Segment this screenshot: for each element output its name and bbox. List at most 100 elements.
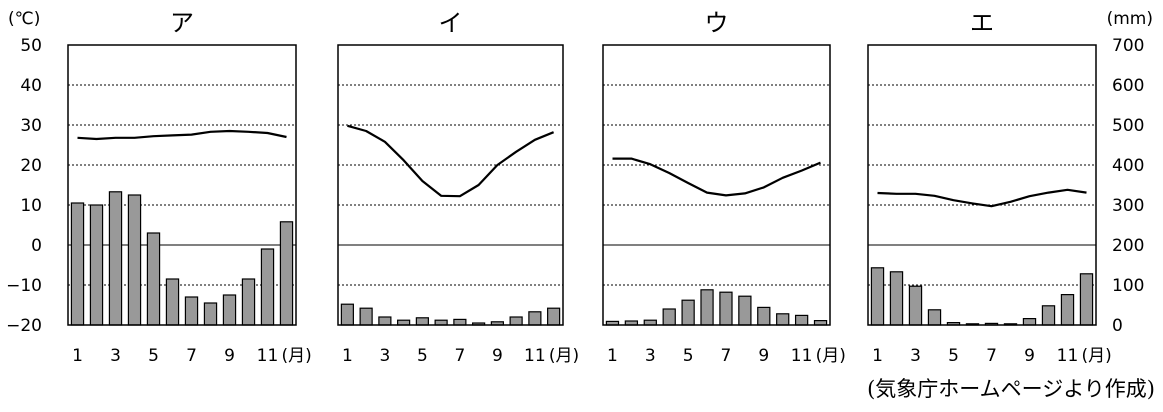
temp-tick-label: −20 — [6, 316, 42, 336]
climate-panels: ア1 3 5 7 9 11 (月)イ1 3 5 7 9 11 (月)ウ1 3 5 7 9 11 (月)エ1 3 5 7 9 1… — [67, 9, 1112, 366]
precipitation-bar — [509, 316, 523, 326]
month-tick-label: 9 — [224, 346, 235, 366]
month-tick-label: 1 — [607, 346, 618, 366]
precip-tick-label: 500 — [1112, 116, 1144, 136]
month-tick-label: 1 — [872, 346, 883, 366]
precipitation-bar — [260, 248, 275, 326]
precipitation-bar — [870, 267, 885, 326]
month-tick-label: 11 — [791, 346, 813, 366]
precipitation-bar — [146, 232, 161, 326]
month-tick-label: 11 — [524, 346, 546, 366]
panel-title: エ — [970, 9, 994, 37]
climate-panel: エ 1 3 5 7 9 11 (月) — [867, 9, 1112, 366]
month-tick-label: 7 — [186, 346, 197, 366]
precipitation-bar — [1022, 318, 1037, 326]
month-tick-label: 3 — [110, 346, 121, 366]
precipitation-bar — [359, 307, 373, 326]
precip-tick-label: 600 — [1112, 76, 1144, 96]
precipitation-bar — [203, 302, 218, 326]
temperature-line — [77, 129, 287, 141]
precipitation-bar — [415, 317, 429, 326]
month-tick-label: 5 — [948, 346, 959, 366]
precipitation-axis: 700 600 500 400 300 200 100 0 — [1112, 36, 1144, 336]
month-tick-label: 9 — [492, 346, 503, 366]
month-tick-label: 11 — [1057, 346, 1079, 366]
climate-panel: イ 1 3 5 7 9 11 (月) — [337, 9, 579, 366]
month-tick-label: 7 — [986, 346, 997, 366]
temp-tick-label: −10 — [6, 276, 42, 296]
precip-tick-label: 0 — [1112, 316, 1123, 336]
temp-tick-label: 30 — [20, 116, 42, 136]
temp-tick-label: 0 — [31, 236, 42, 256]
precipitation-bar — [222, 294, 237, 326]
precipitation-bar — [89, 204, 104, 326]
precipitation-bar — [453, 318, 467, 326]
precipitation-bar — [1041, 305, 1056, 326]
temperature-line — [612, 157, 821, 197]
precipitation-bar — [757, 306, 771, 326]
temperature-line — [877, 188, 1087, 208]
source-note: (気象庁ホームページより作成) — [867, 377, 1155, 401]
month-tick-label: 9 — [758, 346, 769, 366]
temperature-unit-label: (℃) — [8, 9, 40, 29]
precipitation-bar — [681, 299, 695, 326]
temp-tick-label: 40 — [20, 76, 42, 96]
month-unit-label: (月) — [549, 346, 579, 366]
precipitation-bar — [547, 307, 561, 326]
precip-tick-label: 200 — [1112, 236, 1144, 256]
precipitation-bar — [108, 191, 123, 326]
month-tick-label: 5 — [148, 346, 159, 366]
precipitation-bar — [70, 202, 85, 326]
precip-tick-label: 100 — [1112, 276, 1144, 296]
month-unit-label: (月) — [1082, 346, 1112, 366]
precipitation-bar — [908, 285, 923, 326]
precipitation-bar — [662, 308, 676, 326]
month-tick-label: 3 — [645, 346, 656, 366]
temperature-axis: 50 40 30 20 10 0 −10 −20 — [6, 36, 42, 336]
temp-tick-label: 20 — [20, 156, 42, 176]
precipitation-bar — [184, 296, 199, 326]
month-tick-label: 3 — [910, 346, 921, 366]
month-tick-label: 7 — [454, 346, 465, 366]
month-tick-label: 5 — [683, 346, 694, 366]
precipitation-bar — [378, 316, 392, 326]
panel-frame — [337, 44, 564, 326]
month-tick-label: 5 — [417, 346, 428, 366]
panel-frame — [867, 44, 1097, 326]
month-unit-label: (月) — [816, 346, 846, 366]
precipitation-unit-label: (mm) — [1107, 9, 1153, 29]
temp-tick-label: 10 — [20, 196, 42, 216]
month-tick-label: 9 — [1024, 346, 1035, 366]
panel-frame — [67, 44, 297, 326]
month-tick-label: 11 — [257, 346, 279, 366]
precipitation-bar — [794, 314, 809, 326]
month-tick-label: 3 — [379, 346, 390, 366]
panel-title: ウ — [705, 9, 729, 37]
month-tick-label: 7 — [721, 346, 732, 366]
temperature-line — [347, 124, 555, 198]
month-tick-label: 1 — [72, 346, 83, 366]
temp-tick-label: 50 — [20, 36, 42, 56]
climate-panel: ア 1 3 5 7 9 11 (月) — [67, 9, 312, 366]
precip-tick-label: 700 — [1112, 36, 1144, 56]
precipitation-bar — [340, 303, 354, 326]
precipitation-bar — [279, 221, 294, 326]
panel-title: イ — [439, 9, 463, 37]
precipitation-bar — [719, 291, 733, 326]
precipitation-bar — [738, 295, 752, 326]
precipitation-bar — [776, 313, 790, 326]
precipitation-bar — [241, 278, 256, 326]
precipitation-bar — [165, 278, 180, 326]
panel-frame — [602, 44, 831, 326]
precipitation-bar — [1079, 273, 1094, 326]
climate-panel: ウ 1 3 5 7 9 11 (月) — [602, 9, 846, 366]
month-tick-label: 1 — [342, 346, 353, 366]
precipitation-bar — [700, 289, 714, 326]
month-unit-label: (月) — [282, 346, 312, 366]
precip-tick-label: 300 — [1112, 196, 1144, 216]
precipitation-bar — [889, 271, 904, 326]
precipitation-bar — [1060, 294, 1075, 326]
precipitation-bar — [927, 309, 942, 326]
precipitation-bar — [127, 194, 142, 326]
